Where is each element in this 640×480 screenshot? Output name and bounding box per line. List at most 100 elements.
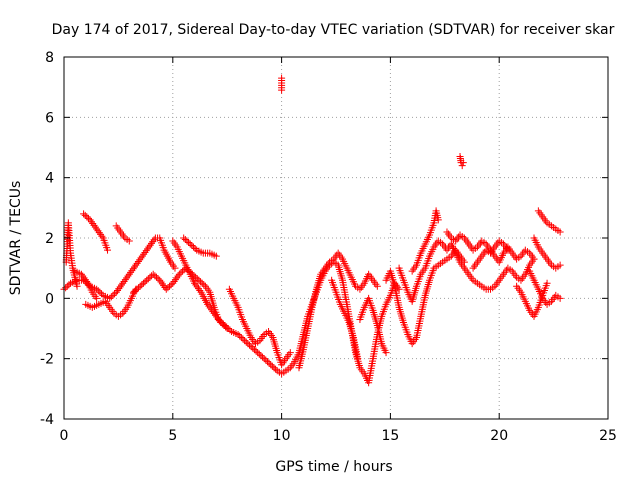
- data-point: [117, 281, 125, 289]
- data-point: [166, 282, 174, 290]
- data-point: [186, 240, 194, 248]
- data-point: [254, 349, 262, 357]
- data-point: [125, 237, 133, 245]
- data-point: [109, 291, 117, 299]
- data-point: [107, 293, 115, 301]
- data-point: [211, 311, 219, 319]
- data-point: [81, 276, 89, 284]
- data-point: [162, 285, 170, 293]
- data-point: [123, 274, 131, 282]
- data-point: [104, 246, 112, 254]
- data-point: [136, 256, 144, 264]
- data-point: [120, 277, 128, 285]
- data-point: [84, 214, 92, 222]
- data-point: [222, 323, 230, 331]
- data-point: [156, 276, 164, 284]
- data-point: [179, 267, 187, 275]
- data-point: [131, 263, 139, 271]
- data-point: [192, 281, 200, 289]
- data-point: [241, 337, 249, 345]
- data-point: [138, 252, 146, 260]
- data-point: [151, 272, 159, 280]
- data-point: [152, 273, 160, 281]
- data-point: [218, 320, 226, 328]
- data-point: [249, 344, 257, 352]
- data-point: [63, 282, 71, 290]
- data-point: [188, 242, 196, 250]
- x-axis-label: GPS time / hours: [275, 459, 392, 475]
- data-point: [129, 265, 137, 273]
- data-point: [91, 223, 99, 231]
- data-point: [144, 245, 152, 253]
- data-point: [144, 275, 152, 283]
- data-point: [138, 281, 146, 289]
- data-point: [119, 279, 127, 287]
- data-point: [286, 349, 294, 357]
- data-point: [106, 294, 114, 302]
- data-point: [141, 248, 149, 256]
- data-point: [170, 277, 178, 285]
- data-point: [255, 350, 263, 358]
- data-point: [96, 288, 104, 296]
- data-point: [382, 349, 390, 357]
- data-point: [239, 335, 247, 343]
- data-point: [133, 259, 141, 267]
- data-point: [93, 285, 101, 293]
- data-point: [171, 264, 179, 272]
- data-point: [198, 279, 206, 287]
- data-point: [112, 288, 120, 296]
- data-point: [209, 308, 217, 316]
- data-point: [62, 284, 70, 292]
- data-point: [97, 230, 105, 238]
- data-point: [200, 281, 208, 289]
- data-point: [210, 309, 218, 317]
- data-point: [127, 268, 135, 276]
- data-point: [65, 281, 73, 289]
- data-point: [236, 332, 244, 340]
- y-tick-label: 6: [45, 110, 54, 126]
- data-point: [136, 282, 144, 290]
- data-point: [189, 243, 197, 251]
- data-point: [247, 343, 255, 351]
- data-point: [134, 258, 142, 266]
- data-point: [114, 286, 122, 294]
- data-point: [395, 285, 403, 293]
- data-point: [180, 234, 188, 242]
- data-point: [115, 285, 123, 293]
- data-point: [181, 236, 189, 244]
- data-point: [543, 279, 551, 287]
- data-point: [139, 279, 147, 287]
- data-point: [250, 346, 258, 354]
- data-point: [140, 250, 148, 258]
- data-point: [434, 216, 442, 224]
- data-point: [268, 362, 276, 370]
- data-point: [259, 353, 267, 361]
- y-tick-label: -2: [40, 352, 54, 368]
- data-point: [171, 276, 179, 284]
- data-point: [149, 238, 157, 246]
- data-point: [252, 347, 260, 355]
- data-point: [157, 278, 165, 286]
- data-point: [214, 315, 222, 323]
- y-tick-label: 0: [45, 291, 54, 307]
- data-point: [263, 358, 271, 366]
- axis-ticks: [63, 56, 609, 420]
- data-point: [93, 225, 101, 233]
- data-point: [459, 159, 467, 167]
- x-tick-label: 20: [490, 428, 508, 444]
- y-tick-labels: -4 -2 0 2 4 6 8: [40, 50, 54, 428]
- data-point: [130, 288, 138, 296]
- data-point: [90, 221, 98, 229]
- data-points: [60, 74, 564, 387]
- y-tick-label: 8: [45, 50, 54, 66]
- data-point: [93, 294, 101, 302]
- data-point: [223, 325, 231, 332]
- data-point: [131, 287, 139, 295]
- data-point: [169, 279, 177, 287]
- data-point: [124, 272, 132, 280]
- data-point: [244, 340, 252, 348]
- data-point: [79, 272, 87, 280]
- data-point: [191, 279, 199, 287]
- data-point: [272, 365, 280, 373]
- x-tick-labels: 0 5 10 15 20 25: [60, 428, 617, 444]
